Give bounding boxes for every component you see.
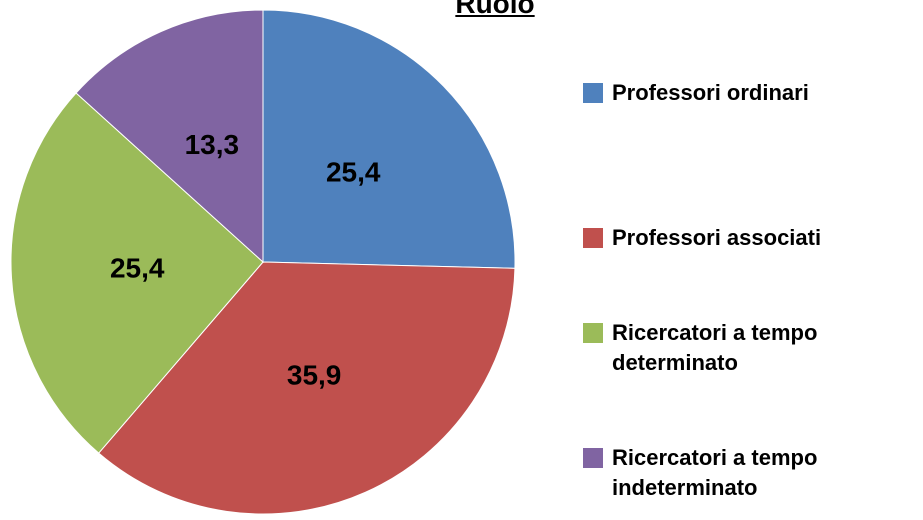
legend-swatch (583, 228, 603, 248)
legend-swatch (583, 83, 603, 103)
data-label: 35,9 (287, 360, 342, 391)
pie-slice (262, 9, 516, 269)
legend-label: Professori associati (612, 225, 822, 250)
pie-slice (10, 92, 264, 454)
pie-slice (98, 261, 516, 515)
legend-item: Ricercatori a tempo indeterminato (583, 443, 913, 503)
legend-label: Ricercatori a tempo indeterminato (612, 445, 818, 500)
data-label: 25,4 (326, 156, 381, 187)
legend-label: Ricercatori a tempo determinato (612, 320, 818, 375)
legend-swatch (583, 323, 603, 343)
data-label: 13,3 (185, 129, 240, 160)
pie-slice (75, 9, 264, 264)
data-label: 25,4 (110, 252, 165, 283)
legend-label: Professori ordinari (612, 80, 809, 105)
legend-item: Ricercatori a tempo determinato (583, 318, 913, 378)
chart-title: Ruolo (455, 0, 535, 19)
legend-swatch (583, 448, 603, 468)
legend-item: Professori ordinari (583, 78, 913, 108)
legend-item: Professori associati (583, 223, 913, 253)
